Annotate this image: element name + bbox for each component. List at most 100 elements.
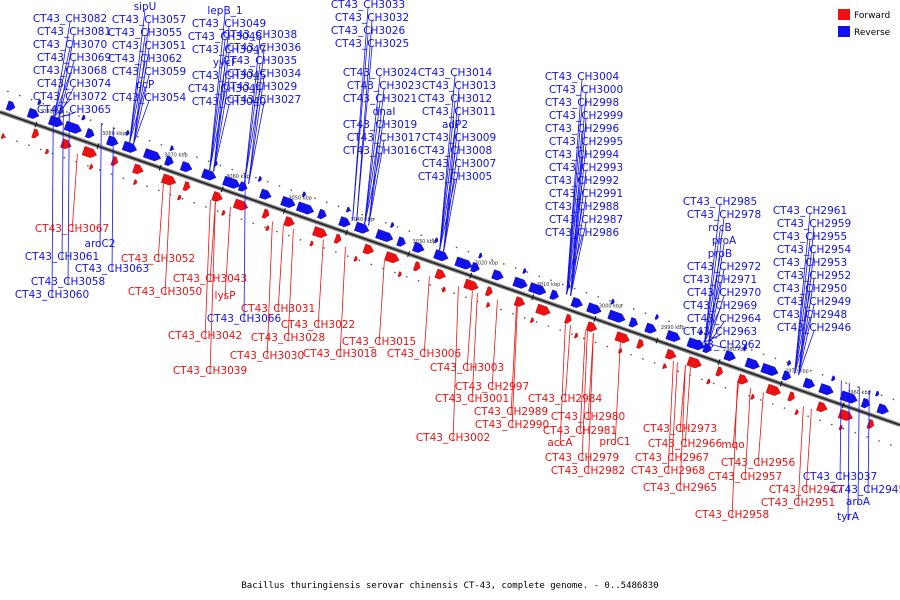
reverse-label-leader (248, 76, 265, 184)
reverse-label: CT43_CH3021 (343, 93, 417, 105)
reverse-feature (84, 128, 95, 139)
reverse-label-leader (213, 104, 230, 172)
forward-label: CT43_CH2997 (455, 381, 529, 393)
reverse-label-leader (58, 34, 75, 118)
forward-label: CT43_CH3052 (121, 253, 195, 265)
reverse-label-leader (708, 269, 725, 344)
forward-legend-label: Forward (854, 11, 890, 21)
outer-feature (478, 252, 483, 259)
tick-mark (34, 121, 38, 128)
forward-label-leader (423, 276, 430, 358)
reverse-feature (723, 350, 736, 362)
reverse-label: CT43_CH3033 (331, 0, 405, 11)
forward-feature (564, 313, 572, 324)
reverse-label: CT43_CH3074 (37, 78, 112, 90)
reverse-label: CT43_CH2964 (687, 313, 762, 325)
forward-feature (765, 383, 781, 396)
tick-label: 3030 kbp (413, 239, 437, 245)
forward-feature (816, 401, 828, 413)
reverse-label-leader (356, 46, 373, 222)
reverse-label: CT43_CH3082 (33, 13, 107, 25)
reverse-label-leader (839, 380, 842, 481)
reverse-label: CT43_CH3012 (418, 93, 492, 105)
forward-feature (211, 191, 223, 202)
reverse-label-leader (54, 21, 71, 117)
reverse-feature (63, 120, 82, 134)
reverse-label-leader (129, 35, 146, 143)
forward-label: lysP (215, 290, 236, 302)
reverse-feature (5, 100, 16, 111)
reverse-label: CT43_CH2959 (777, 218, 851, 230)
reverse-label: CT43_CH2950 (773, 283, 847, 295)
forward-label: CT43_CH3003 (430, 362, 504, 374)
reverse-label-leader (129, 87, 146, 143)
outer-feature (485, 302, 490, 308)
tick-mark (841, 402, 845, 409)
forward-label: CT43_CH2966 (648, 438, 723, 450)
reverse-label: CT43_CH3038 (223, 29, 297, 41)
reverse-feature (528, 282, 547, 296)
tick-mark (531, 294, 535, 301)
reverse-feature (222, 175, 241, 189)
reverse-label: rocB (708, 222, 732, 234)
forward-label-leader (204, 199, 211, 340)
outer-feature (522, 268, 527, 274)
forward-feature (160, 173, 177, 186)
tick-mark (220, 186, 224, 193)
forward-label: CT43_CH2968 (631, 465, 705, 477)
reverse-label: CT43_CH3047 (192, 44, 266, 56)
reverse-label: lepB_1 (207, 5, 242, 17)
reverse-label: CT43_CH3008 (418, 145, 492, 157)
reverse-label-leader (794, 317, 811, 374)
forward-feature (535, 303, 551, 316)
reverse-label-leader (794, 265, 811, 374)
tick-mark (282, 207, 286, 214)
reverse-label: CT43_CH3063 (75, 263, 149, 275)
reverse-label: CT43_CH3051 (112, 40, 186, 52)
reverse-label: CT43_CH3036 (227, 42, 302, 54)
reverse-label: CT43_CH3023 (347, 80, 421, 92)
outer-feature (132, 179, 138, 186)
forward-label: CT43_CH2982 (551, 465, 625, 477)
reverse-label-leader (439, 101, 456, 251)
reverse-feature (142, 148, 162, 162)
reverse-label: CT43_CH3069 (37, 52, 111, 64)
reverse-label: CT43_CH3044 (188, 83, 263, 95)
reverse-label-leader (570, 118, 587, 296)
forward-label: accA (547, 437, 573, 449)
reverse-feature (781, 370, 792, 381)
reverse-label: CT43_CH3034 (227, 68, 302, 80)
reverse-label: CT43_CH3058 (31, 276, 105, 288)
outer-feature (706, 378, 711, 385)
reverse-label-leader (58, 60, 75, 118)
forward-label: CT43_CH3043 (173, 273, 247, 285)
reverse-label: CT43_CH2987 (549, 214, 623, 226)
forward-feature (333, 233, 342, 244)
forward-feature (362, 243, 374, 255)
reverse-feature (433, 249, 449, 262)
tick-label: 2980 kbp (723, 347, 747, 353)
reverse-legend-label: Reverse (854, 28, 891, 38)
reverse-feature (839, 390, 858, 404)
outer-feature (875, 390, 880, 397)
reverse-feature (665, 329, 681, 342)
forward-label-leader (684, 366, 691, 448)
reverse-feature (259, 188, 272, 200)
forward-label: CT43_CH3001 (435, 393, 509, 405)
reverse-label: CT43_CH3014 (418, 67, 493, 79)
reverse-feature (760, 363, 779, 376)
forward-label-leader (287, 228, 294, 342)
reverse-label-leader (704, 256, 721, 343)
forward-feature (384, 251, 400, 264)
reverse-label-leader (708, 243, 725, 344)
reverse-label: CT43_CH2970 (687, 287, 761, 299)
tick-label: 2990 kbp (661, 325, 685, 331)
tick-label: 3050 kbp (288, 196, 312, 202)
forward-feature (463, 278, 479, 291)
reverse-label-leader (364, 101, 381, 225)
forward-label-leader (510, 306, 517, 416)
reverse-label-leader (570, 222, 587, 296)
reverse-label: CT43_CH2995 (549, 136, 623, 148)
forward-label-leader (71, 153, 78, 233)
forward-label: CT43_CH3002 (416, 432, 490, 444)
